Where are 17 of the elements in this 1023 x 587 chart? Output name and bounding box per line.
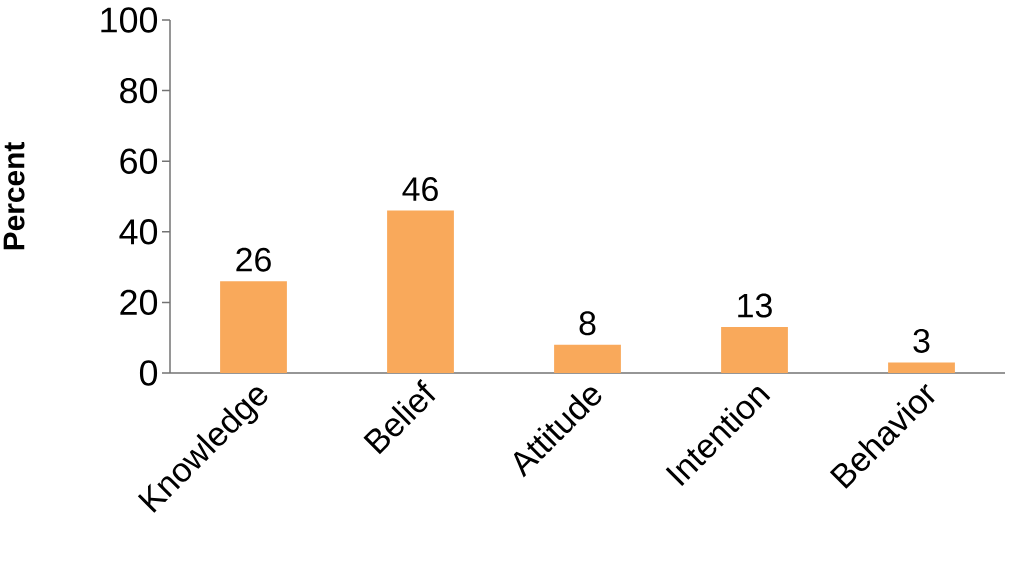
y-tick-label: 20 [120,289,158,316]
y-axis-title: Percent [3,142,25,250]
y-tick-label: 80 [120,77,158,104]
bar [888,362,955,373]
y-tick-label: 100 [101,7,158,33]
bar [554,344,621,373]
data-label: 8 [579,311,596,336]
data-label: 26 [236,247,271,272]
y-tick-label: 40 [119,219,158,245]
bar [721,327,788,373]
data-label: 13 [738,293,772,318]
data-label: 46 [402,177,438,202]
y-tick-label: 60 [120,148,158,174]
data-label: 3 [913,328,930,353]
bar [220,281,287,373]
bar [387,210,454,373]
y-tick-label: 0 [139,360,158,386]
